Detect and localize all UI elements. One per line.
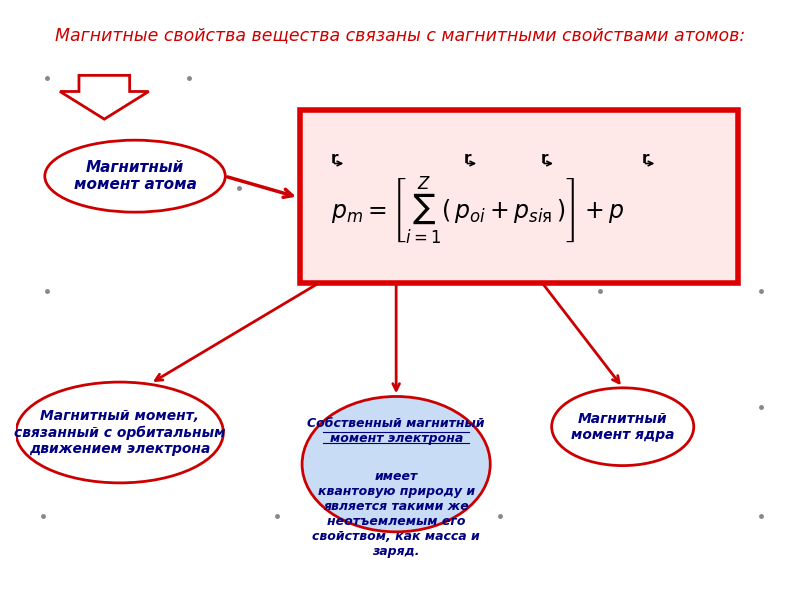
Text: Магнитный момент,
связанный с орбитальным
движением электрона: Магнитный момент, связанный с орбитальны…	[14, 409, 226, 456]
Text: $p_m = \left[\sum_{i=1}^{Z}(\,p_{oi} + p_{si\mathrm{\mathsf{я}}}\,)\right] + p$: $p_m = \left[\sum_{i=1}^{Z}(\,p_{oi} + p…	[331, 175, 624, 246]
FancyBboxPatch shape	[300, 110, 738, 283]
Text: Собственный магнитный
момент электрона: Собственный магнитный момент электрона	[307, 417, 485, 445]
Text: Магнитный
момент атома: Магнитный момент атома	[74, 160, 197, 193]
Text: r: r	[541, 151, 548, 166]
Text: Магнитный
момент ядра: Магнитный момент ядра	[571, 412, 674, 442]
Ellipse shape	[45, 140, 226, 212]
Ellipse shape	[302, 397, 490, 532]
Polygon shape	[60, 76, 149, 119]
Text: r: r	[464, 151, 471, 166]
Text: r: r	[331, 151, 338, 166]
Ellipse shape	[16, 382, 223, 483]
Ellipse shape	[552, 388, 694, 466]
Text: r: r	[642, 151, 650, 166]
Text: имеет
квантовую природу и
является такими же
неотъемлемым его
свойством, как мас: имеет квантовую природу и является таким…	[312, 470, 480, 558]
Text: Магнитные свойства вещества связаны с магнитными свойствами атомов:: Магнитные свойства вещества связаны с ма…	[55, 26, 745, 44]
